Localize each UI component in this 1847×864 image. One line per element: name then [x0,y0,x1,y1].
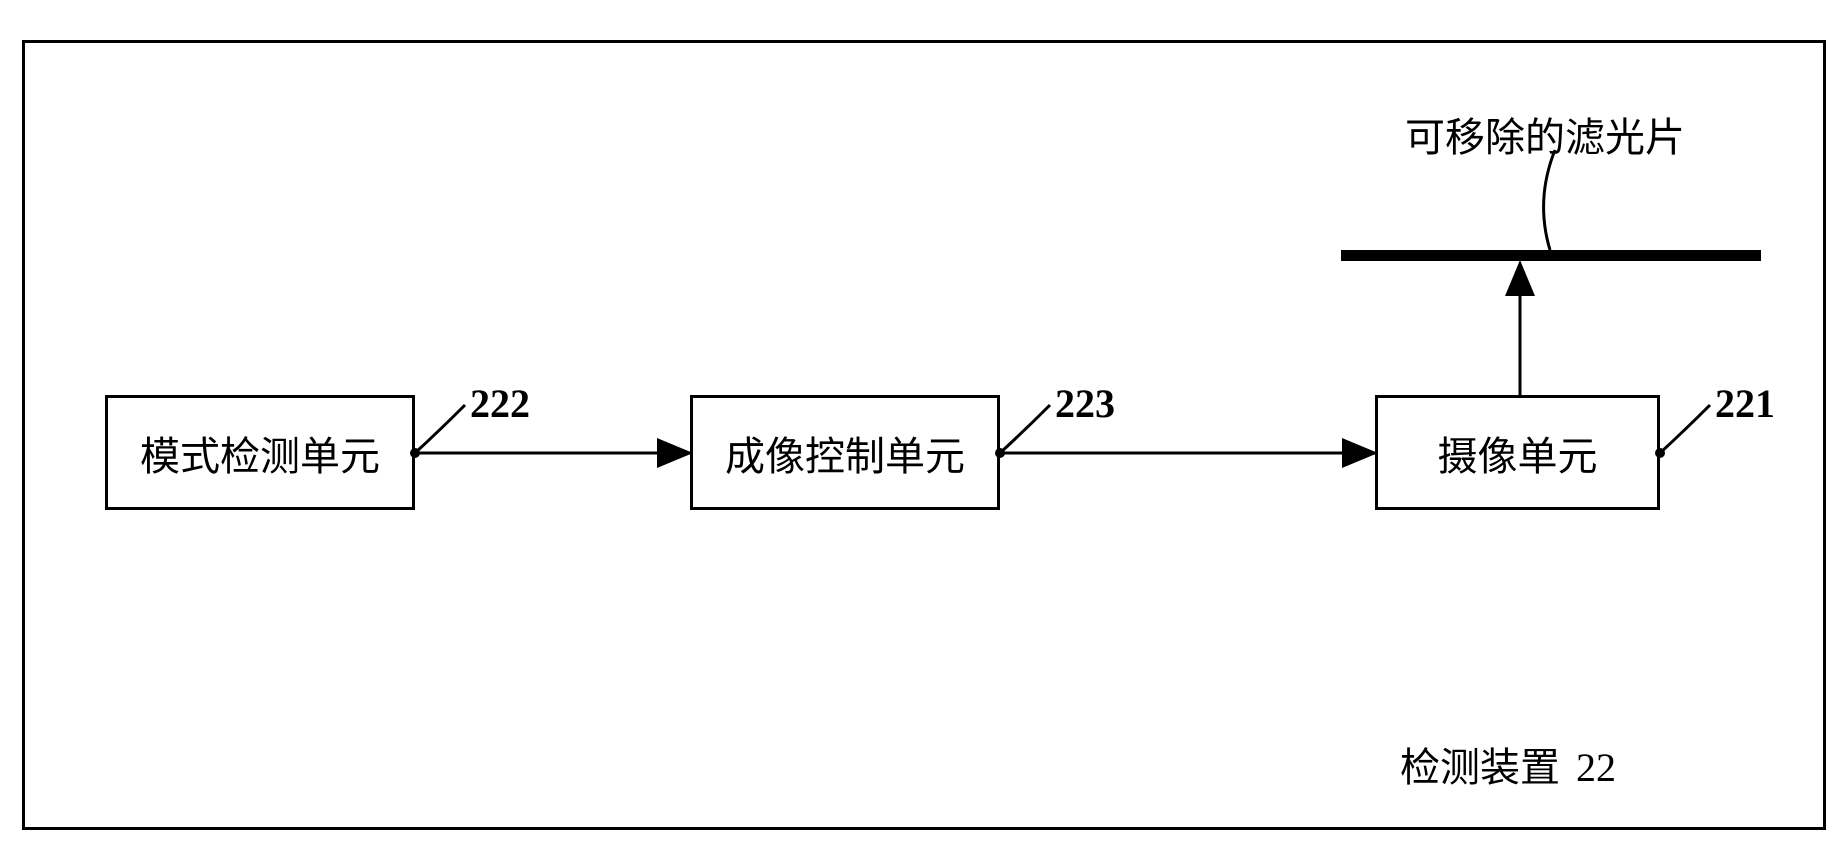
block-camera: 摄像单元 [1375,395,1660,510]
block-mode-detect-label: 模式检测单元 [140,424,380,482]
filter-label: 可移除的滤光片 [1405,105,1685,163]
ref-221: 221 [1715,380,1775,427]
block-image-control-label: 成像控制单元 [725,424,965,482]
block-camera-label: 摄像单元 [1438,424,1598,482]
caption-prefix: 检测装置 [1400,745,1560,790]
block-mode-detect: 模式检测单元 [105,395,415,510]
caption-num: 22 [1576,745,1616,790]
ref-222: 222 [470,380,530,427]
block-image-control: 成像控制单元 [690,395,1000,510]
filter-bar [1341,250,1761,261]
ref-223: 223 [1055,380,1115,427]
diagram-caption: 检测装置 22 [1400,735,1616,793]
